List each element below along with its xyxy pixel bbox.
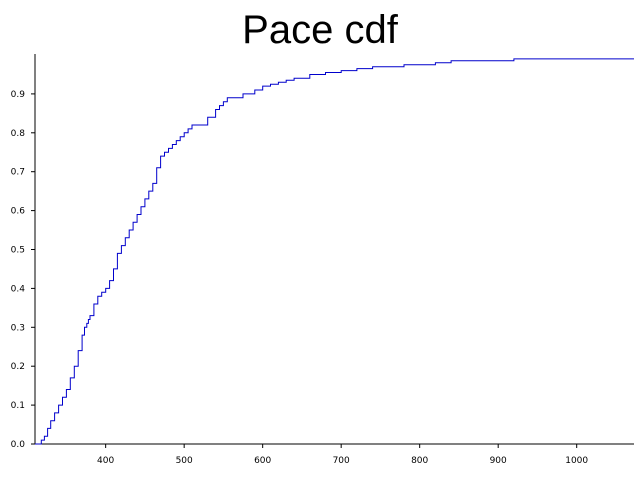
y-tick-label: 0.0	[11, 440, 26, 450]
series	[35, 58, 634, 445]
y-tick-label: 0.8	[11, 129, 26, 139]
x-tick-label: 800	[411, 456, 428, 466]
ticks: 400 500 600 700 800 900 1000 0.0 0.1 0.2 0.3 0.4 0.5…	[11, 90, 589, 466]
y-tick-label: 0.9	[11, 90, 26, 100]
y-tick-label: 0.4	[11, 284, 26, 294]
x-tick-label: 400	[97, 456, 114, 466]
y-tick-label: 0.1	[11, 401, 25, 411]
chart-title: Pace cdf	[242, 8, 399, 52]
x-tick-label: 900	[490, 456, 507, 466]
y-tick-label: 0.3	[11, 323, 25, 333]
y-tick-label: 0.6	[11, 207, 26, 217]
x-tick-label: 500	[176, 456, 193, 466]
y-tick-label: 0.5	[11, 246, 25, 256]
y-tick-label: 0.7	[11, 168, 25, 178]
x-tick-label: 1000	[565, 456, 588, 466]
y-tick-label: 0.2	[11, 362, 25, 372]
x-tick-label: 700	[333, 456, 350, 466]
series-line	[35, 58, 634, 445]
axes	[34, 54, 634, 445]
x-tick-label: 600	[254, 456, 271, 466]
